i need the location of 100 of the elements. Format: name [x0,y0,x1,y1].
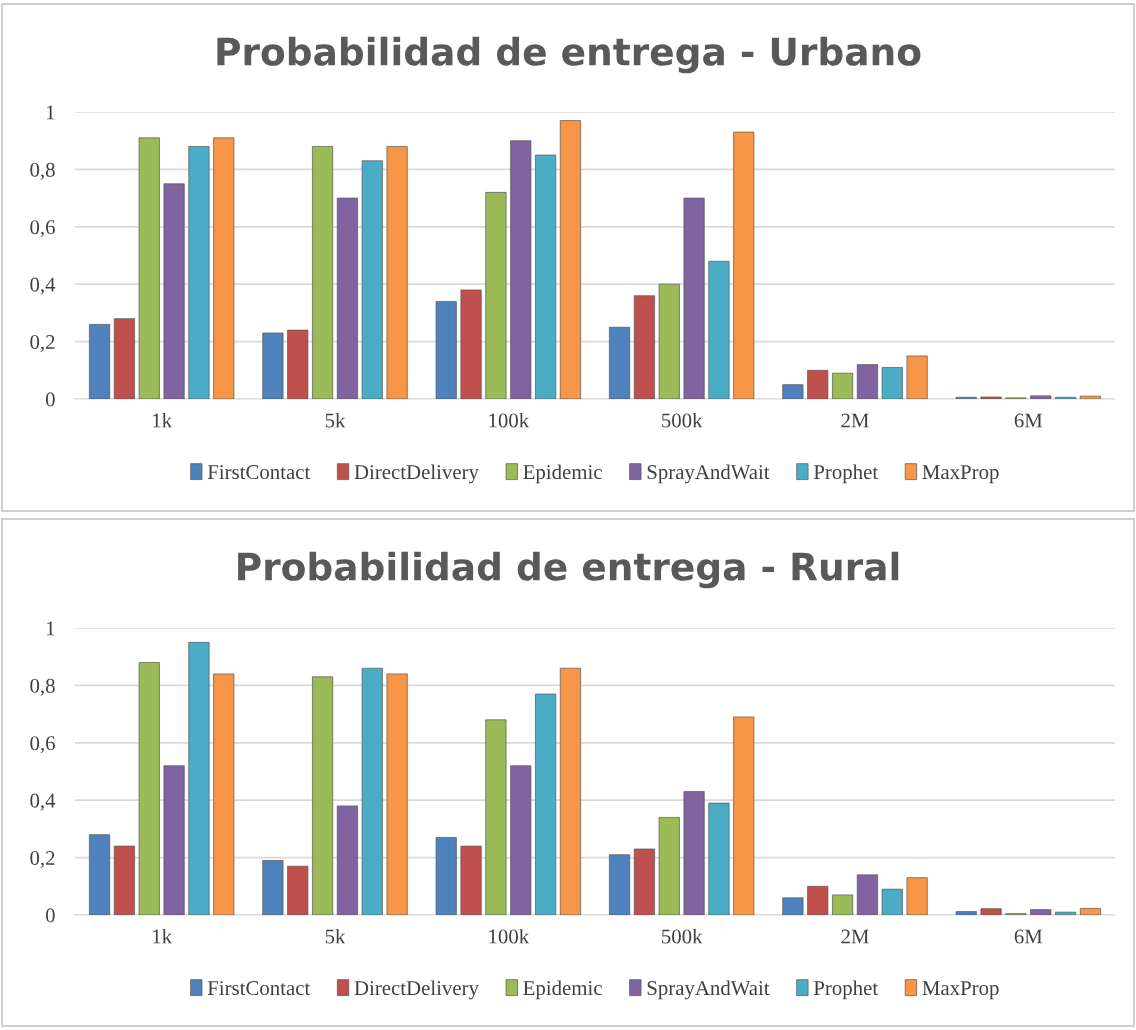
bar [782,897,804,915]
bar [881,888,903,915]
x-tick-label: 2M [841,413,869,428]
legend-label: MaxProp [922,465,999,484]
bar [980,908,1002,915]
bar [188,642,210,915]
bar [163,765,185,915]
legend-label: Epidemic [523,464,602,484]
bar [658,283,680,399]
y-tick-label: 0,4 [30,277,56,295]
legend-label: DirectDelivery [354,464,479,484]
bar [856,364,878,399]
bar [535,693,557,915]
x-tick-label: 500k [662,412,703,428]
bar [1030,909,1052,915]
bar [609,854,631,915]
legend-label: SprayAndWait [647,980,770,1000]
bar [188,146,210,399]
bar [559,120,581,399]
bar [980,396,1002,399]
bar [89,324,111,399]
legend-label: MaxProp [922,981,999,1000]
x-tick-label: 1k [153,928,173,944]
bar [138,137,160,399]
bar [113,845,135,915]
bar [633,295,655,399]
bar [733,131,755,399]
bar [807,885,829,915]
y-tick-label: 0,8 [30,162,55,180]
bar [89,834,111,915]
y-tick-label: 0 [45,392,55,407]
bar [708,260,730,399]
bar [361,667,383,915]
bar [832,894,854,915]
bar [1079,908,1101,915]
bar [832,372,854,399]
bar [361,160,383,399]
y-tick-label: 0,8 [30,678,55,696]
x-tick-label: 100k [489,928,530,944]
legend-label: Epidemic [523,980,602,1000]
bar [460,845,482,915]
bar [163,183,185,399]
legend-label: Prophet [813,980,879,1000]
x-tick-label: 2M [841,929,869,944]
y-tick-label: 1 [46,105,55,120]
bar [881,367,903,399]
x-tick-label: 1k [153,412,173,428]
y-tick-label: 0 [45,908,55,923]
legend-label: FirstContact [207,465,311,480]
y-tick-label: 1 [46,621,55,636]
bar [955,911,977,915]
bar [708,802,730,915]
y-tick-label: 0,2 [30,334,55,353]
bar [138,662,160,915]
bar [683,197,705,399]
bar [386,673,408,915]
legend-label: SprayAndWait [647,464,770,484]
bar [435,301,457,399]
bar [213,673,235,915]
bar [435,837,457,915]
bar [460,289,482,399]
bar [559,667,581,915]
bar [1030,395,1052,399]
bar [312,146,334,399]
bar [510,765,532,915]
bar [113,318,135,399]
chart-title: Probabilidad de entrega - Urbano [217,36,921,74]
bar [510,140,532,399]
bar [287,329,309,399]
x-tick-label: 6M [1014,413,1043,428]
y-tick-label: 0,6 [30,220,55,238]
bar [535,154,557,399]
bar [906,355,928,399]
bar [336,197,358,399]
y-tick-label: 0,6 [30,736,55,754]
bar [485,719,507,915]
x-tick-label: 6M [1014,929,1043,944]
bar [262,332,284,399]
bar [287,865,309,915]
legend-label: Prophet [813,464,879,484]
x-tick-label: 500k [662,928,703,944]
bar [658,817,680,915]
y-tick-label: 0,4 [30,793,56,811]
x-tick-label: 5k [325,928,346,944]
bar [312,676,334,915]
y-tick-label: 0,2 [30,850,55,869]
bar [906,877,928,915]
bar [1079,395,1101,399]
bar [609,326,631,399]
bar [1055,911,1077,915]
chart-title: Probabilidad de entrega - Rural [238,551,899,589]
bar [733,716,755,915]
bar [782,384,804,399]
x-tick-label: 100k [489,412,530,428]
bar [336,805,358,915]
legend-label: FirstContact [207,981,311,996]
bar [485,192,507,399]
x-tick-label: 5k [325,412,346,428]
bar [262,860,284,915]
legend-label: DirectDelivery [354,980,479,1000]
